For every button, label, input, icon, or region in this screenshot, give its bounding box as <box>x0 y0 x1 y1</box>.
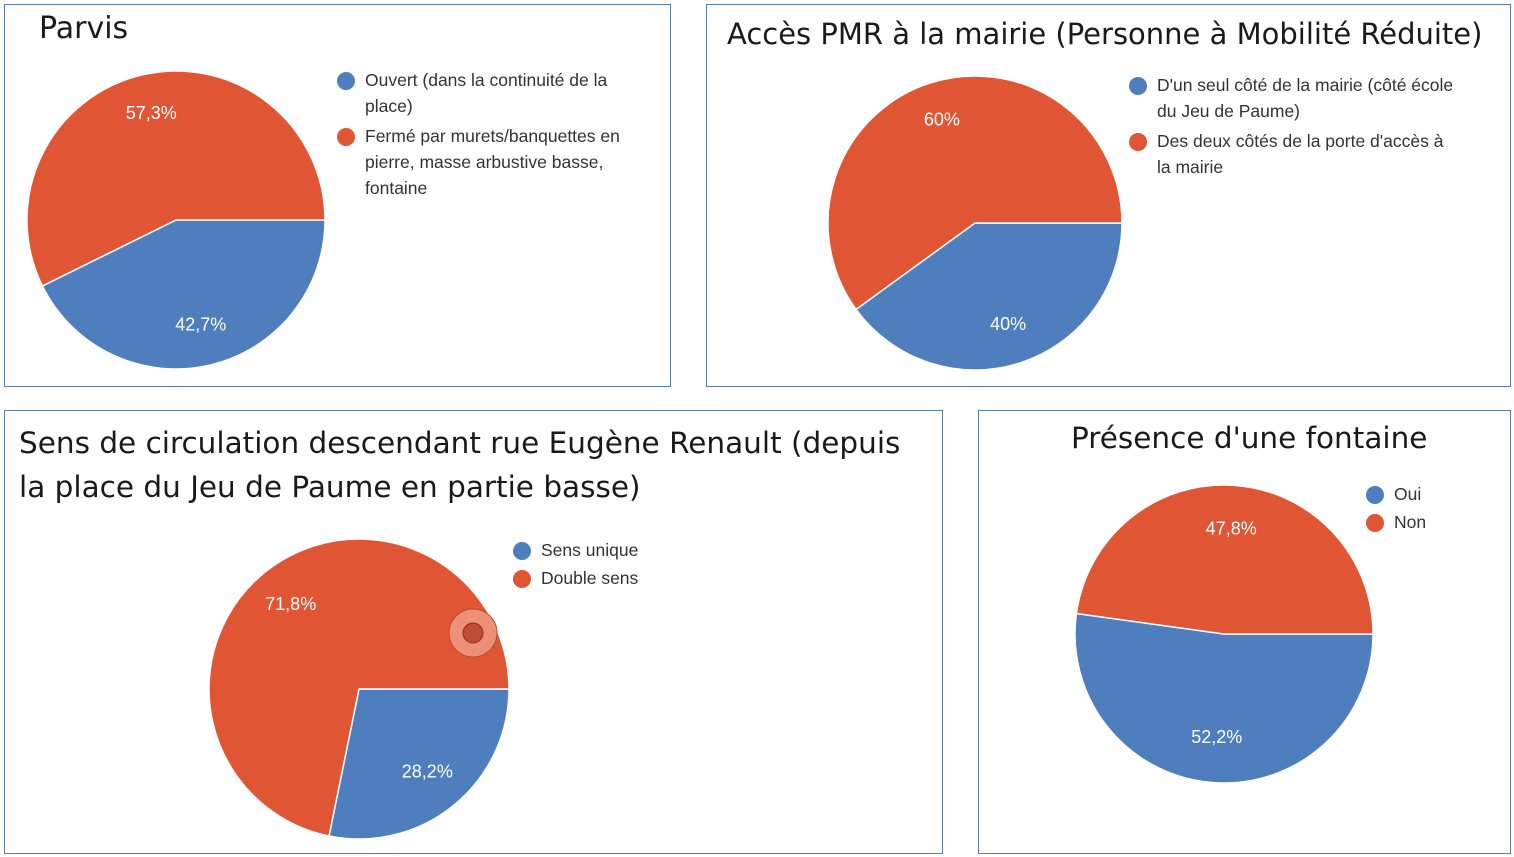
legend-item: Double sens <box>513 568 753 591</box>
slice-data-label: 60% <box>924 110 960 130</box>
legend-swatch-red <box>1129 133 1147 151</box>
pie-chart-fontaine: 52,2% 47,8% <box>1074 484 1374 784</box>
legend-swatch-blue <box>337 72 355 90</box>
pie-slice-red <box>208 538 510 837</box>
slice-data-label: 28,2% <box>402 761 453 781</box>
pie-chart-acces-pmr: 40% 60% <box>827 75 1123 371</box>
cursor-highlight-marker <box>448 608 498 658</box>
chart-title: Sens de circulation descendant rue Eugèn… <box>19 426 901 504</box>
pie-slice-blue <box>855 222 1123 371</box>
pie-slice-blue <box>1074 612 1374 784</box>
legend-label: D'un seul côté de la mairie (côté école … <box>1157 75 1454 121</box>
legend-label: Sens unique <box>541 540 639 560</box>
slice-data-label: 52,2% <box>1191 727 1242 747</box>
pie-slice-red <box>827 75 1123 311</box>
chart-panel-sens-circulation: 28,2% 71,8% Sens de circulation descendan… <box>4 410 943 854</box>
legend-item: Ouvert (dans la continuité de la place) <box>337 70 657 119</box>
legend-swatch-blue <box>513 542 531 560</box>
chart-panel-fontaine: 52,2% 47,8% Présence d'une fontaine Oui N… <box>978 410 1511 854</box>
chart-title: Présence d'une fontaine <box>1071 421 1428 455</box>
chart-title: Parvis <box>39 11 129 46</box>
chart-title: Accès PMR à la mairie (Personne à Mobili… <box>727 17 1483 51</box>
legend-label: Des deux côtés de la porte d'accès à la … <box>1157 131 1444 177</box>
legend-label: Non <box>1394 512 1427 532</box>
pie-chart-sens-circulation: 28,2% 71,8% <box>208 538 510 840</box>
legend-swatch-red <box>337 128 355 146</box>
chart-panel-acces-pmr: 40% 60% Accès PMR à la mairie (Personne à… <box>706 4 1511 387</box>
legend-swatch-blue <box>1129 77 1147 95</box>
legend-item: Des deux côtés de la porte d'accès à la … <box>1129 131 1459 180</box>
slice-data-label: 40% <box>990 314 1026 334</box>
slice-data-label: 47,8% <box>1206 519 1257 539</box>
chart-legend: Sens unique Double sens <box>513 540 753 599</box>
chart-legend: D'un seul côté de la mairie (côté école … <box>1129 75 1459 188</box>
pie-slice-blue <box>328 688 510 840</box>
legend-swatch-red <box>513 570 531 588</box>
legend-swatch-blue <box>1366 486 1384 504</box>
pie-slice-red <box>1075 484 1374 635</box>
legend-item: D'un seul côté de la mairie (côté école … <box>1129 75 1459 124</box>
legend-swatch-red <box>1366 514 1384 532</box>
legend-item: Sens unique <box>513 540 753 563</box>
pie-slice-red <box>26 70 326 287</box>
chart-legend: Oui Non <box>1366 484 1486 543</box>
legend-label: Double sens <box>541 568 639 588</box>
legend-item: Oui <box>1366 484 1486 507</box>
pie-slice-blue <box>41 219 326 370</box>
legend-label: Ouvert (dans la continuité de la place) <box>365 70 608 116</box>
slice-data-label: 57,3% <box>126 103 177 123</box>
slice-data-label: 42,7% <box>175 315 226 335</box>
legend-label: Fermé par murets/banquettes en pierre, m… <box>365 126 620 198</box>
chart-panel-parvis: 42,7% 57,3% Parvis Ouvert (dans la contin… <box>4 4 671 387</box>
legend-item: Fermé par murets/banquettes en pierre, m… <box>337 126 657 201</box>
chart-legend: Ouvert (dans la continuité de la place) … <box>337 70 657 209</box>
pie-chart-parvis: 42,7% 57,3% <box>26 70 326 370</box>
legend-label: Oui <box>1394 484 1422 504</box>
legend-item: Non <box>1366 512 1486 535</box>
slice-data-label: 71,8% <box>265 594 316 614</box>
